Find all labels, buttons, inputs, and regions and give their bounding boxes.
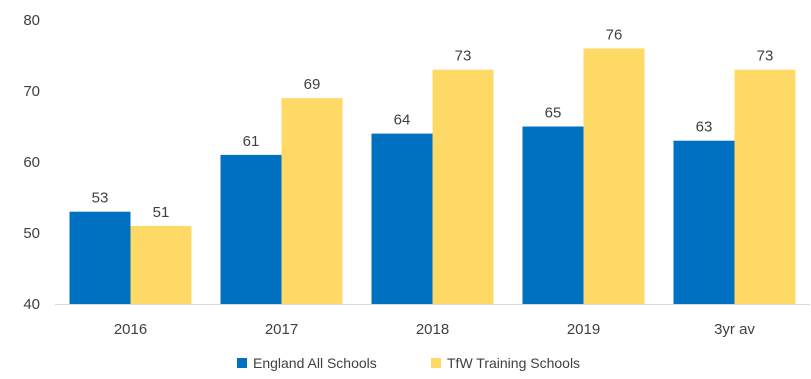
data-label: 73 — [757, 48, 774, 65]
data-label: 65 — [545, 105, 562, 122]
legend: England All Schools TfW Training Schools — [237, 355, 580, 371]
legend-swatch — [431, 358, 441, 368]
data-labels-group: 53 51 61 69 64 73 65 76 63 73 — [92, 26, 774, 221]
bar-tfw-2018 — [432, 69, 494, 304]
bar-england-2016 — [69, 211, 131, 304]
x-tick-label: 2016 — [114, 321, 147, 338]
x-tick-label: 3yr av — [714, 321, 755, 338]
bar-england-2018 — [371, 133, 433, 304]
bar-tfw-3yr-av — [734, 69, 796, 304]
x-tick-label: 2017 — [265, 321, 298, 338]
data-label: 51 — [153, 204, 170, 221]
legend-label: England All Schools — [253, 355, 377, 371]
y-tick-label: 60 — [23, 154, 40, 171]
legend-label: TfW Training Schools — [447, 355, 580, 371]
legend-swatch — [237, 358, 247, 368]
bar-england-3yr-av — [673, 140, 735, 304]
bar-tfw-2017 — [281, 98, 343, 304]
y-axis-ticks: 40 50 60 70 80 — [23, 12, 40, 313]
bars-group — [69, 48, 796, 305]
bar-england-2017 — [220, 154, 282, 304]
bar-england-2019 — [522, 126, 584, 304]
y-tick-label: 80 — [23, 12, 40, 29]
bar-tfw-2016 — [130, 225, 192, 304]
data-label: 53 — [92, 190, 109, 207]
data-label: 76 — [606, 26, 623, 43]
data-label: 73 — [455, 48, 472, 65]
bar-tfw-2019 — [583, 48, 645, 305]
x-tick-label: 2019 — [567, 321, 600, 338]
data-label: 63 — [696, 119, 713, 136]
data-label: 61 — [243, 133, 260, 150]
y-tick-label: 50 — [23, 225, 40, 242]
y-tick-label: 70 — [23, 83, 40, 100]
data-label: 69 — [304, 76, 321, 93]
y-tick-label: 40 — [23, 296, 40, 313]
data-label: 64 — [394, 112, 411, 129]
x-tick-label: 2018 — [416, 321, 449, 338]
x-axis-ticks: 2016 2017 2018 2019 3yr av — [114, 321, 756, 338]
